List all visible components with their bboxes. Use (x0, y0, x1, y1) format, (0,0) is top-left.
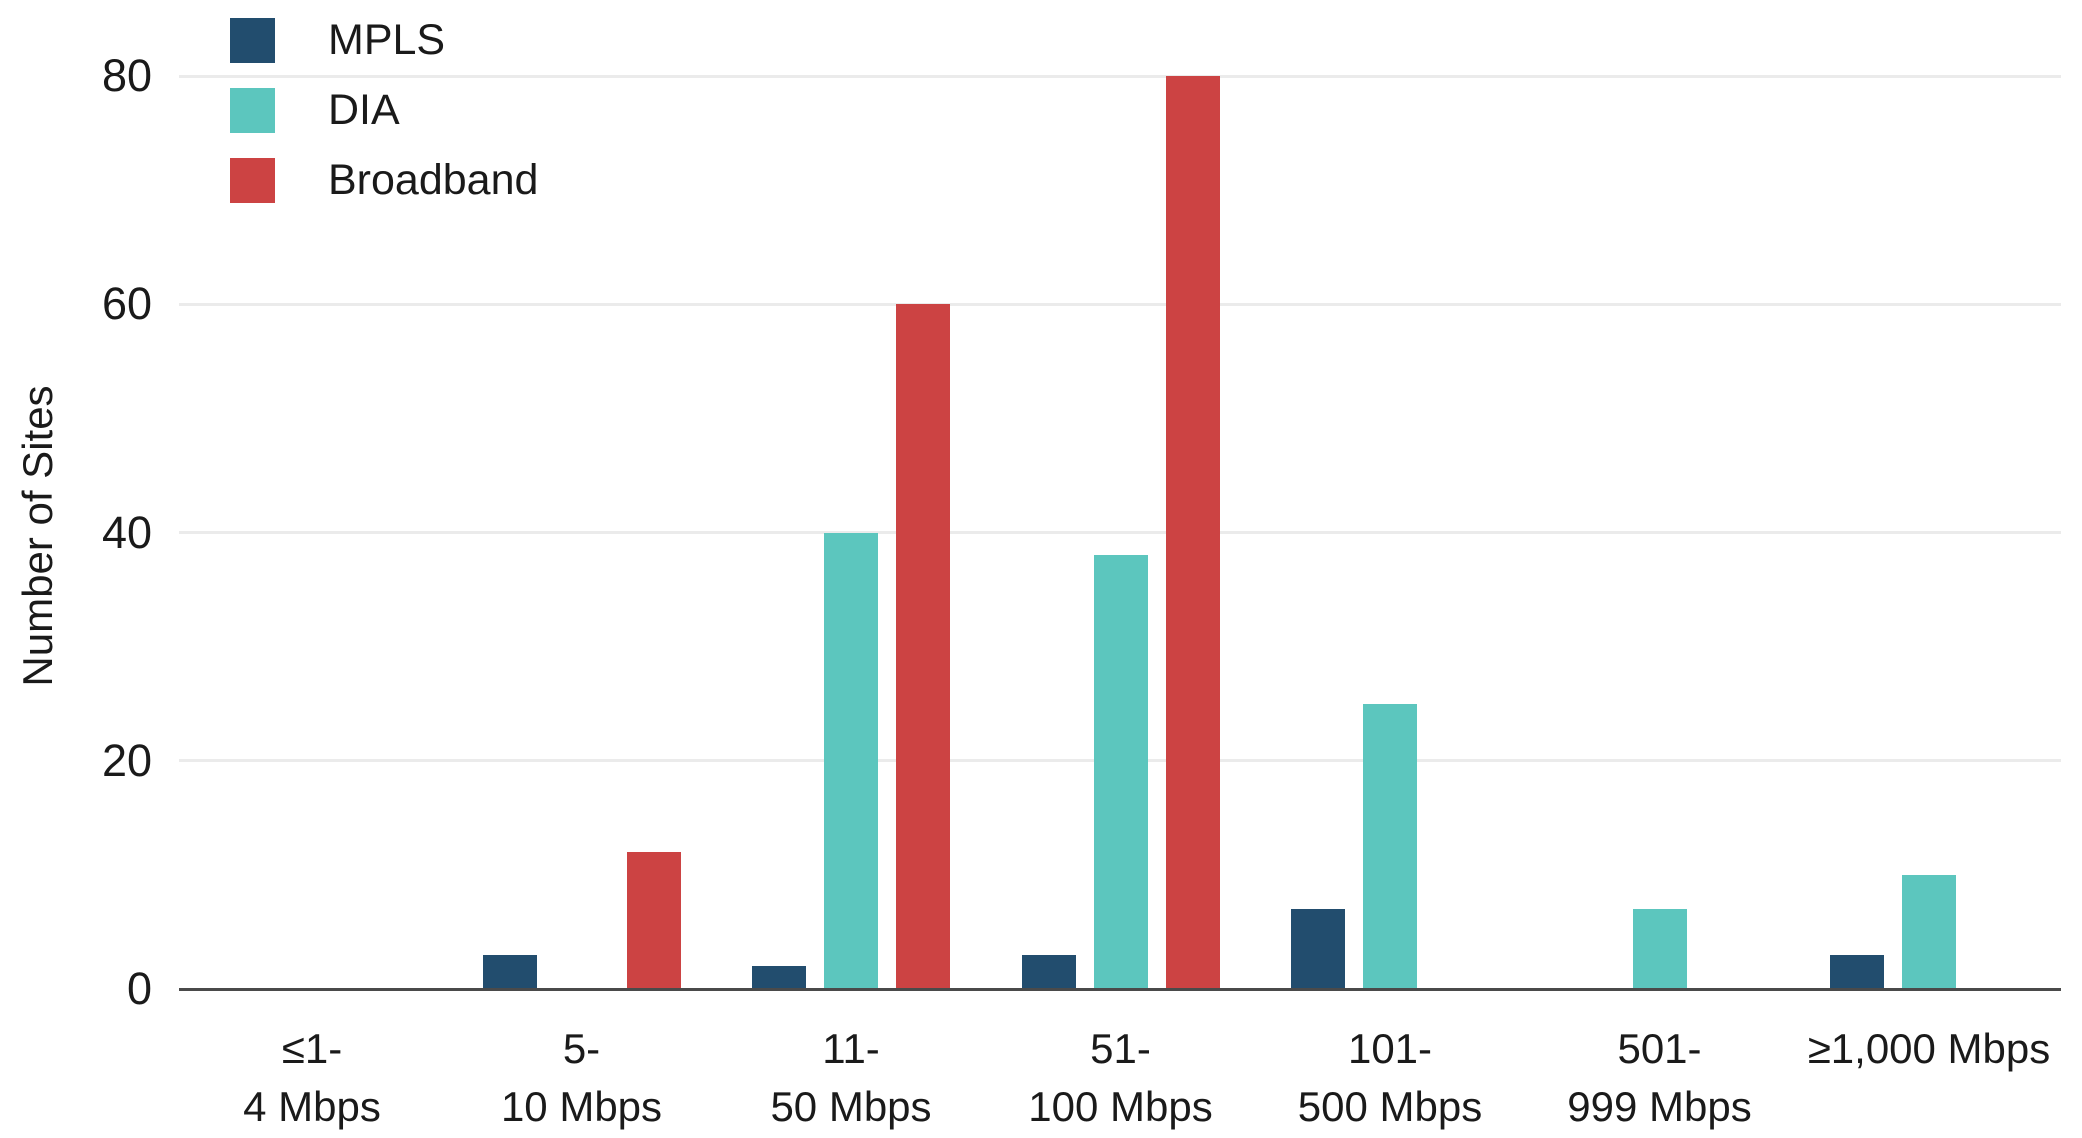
gridline (179, 531, 2061, 534)
y-tick-label: 80 (101, 50, 152, 101)
x-tick-label: ≤1- 4 Mbps (243, 1025, 381, 1130)
bar-dia (1632, 909, 1687, 989)
bar-dia (824, 532, 878, 989)
x-axis-baseline (179, 988, 2061, 991)
x-tick-label: ≥1,000 Mbps (1807, 1025, 2051, 1072)
x-tick-label: 5- 10 Mbps (500, 1025, 663, 1130)
bar-broadband (1165, 76, 1220, 989)
bar-mpls (482, 954, 537, 989)
x-tick-label: 101- 500 Mbps (1297, 1025, 1483, 1130)
y-tick-label: 60 (101, 278, 152, 330)
legend-label: MPLS (328, 16, 446, 64)
bar-dia (1902, 874, 1956, 989)
bar-mpls (1830, 954, 1884, 989)
bar-dia (1363, 703, 1417, 989)
legend-swatch (230, 17, 275, 63)
bar-broadband (626, 852, 681, 989)
y-axis-title: Number of Sites (14, 385, 61, 687)
x-tick-label: 11- 50 Mbps (770, 1025, 932, 1130)
y-tick-label: 40 (101, 506, 152, 558)
legend-item-dia: DIA (230, 87, 400, 133)
gridline (179, 74, 2061, 78)
bar-mpls (1021, 954, 1076, 989)
legend-swatch (230, 87, 275, 133)
legend-item-mpls: MPLS (230, 17, 445, 63)
bar-broadband (896, 304, 950, 989)
legend-item-broadband: Broadband (230, 157, 538, 203)
x-tick-label: 51- 100 Mbps (1028, 1025, 1213, 1130)
y-tick-label: 20 (101, 734, 152, 786)
legend-label: DIA (328, 86, 400, 134)
legend-label: Broadband (328, 156, 539, 204)
bar-mpls (1291, 909, 1345, 989)
legend-swatch (230, 157, 275, 203)
x-tick-label: 501- 999 Mbps (1567, 1025, 1752, 1130)
y-tick-label: 0 (126, 963, 152, 1014)
bar-mpls (752, 966, 806, 989)
gridline (179, 302, 2061, 306)
bar-dia (1093, 555, 1148, 989)
